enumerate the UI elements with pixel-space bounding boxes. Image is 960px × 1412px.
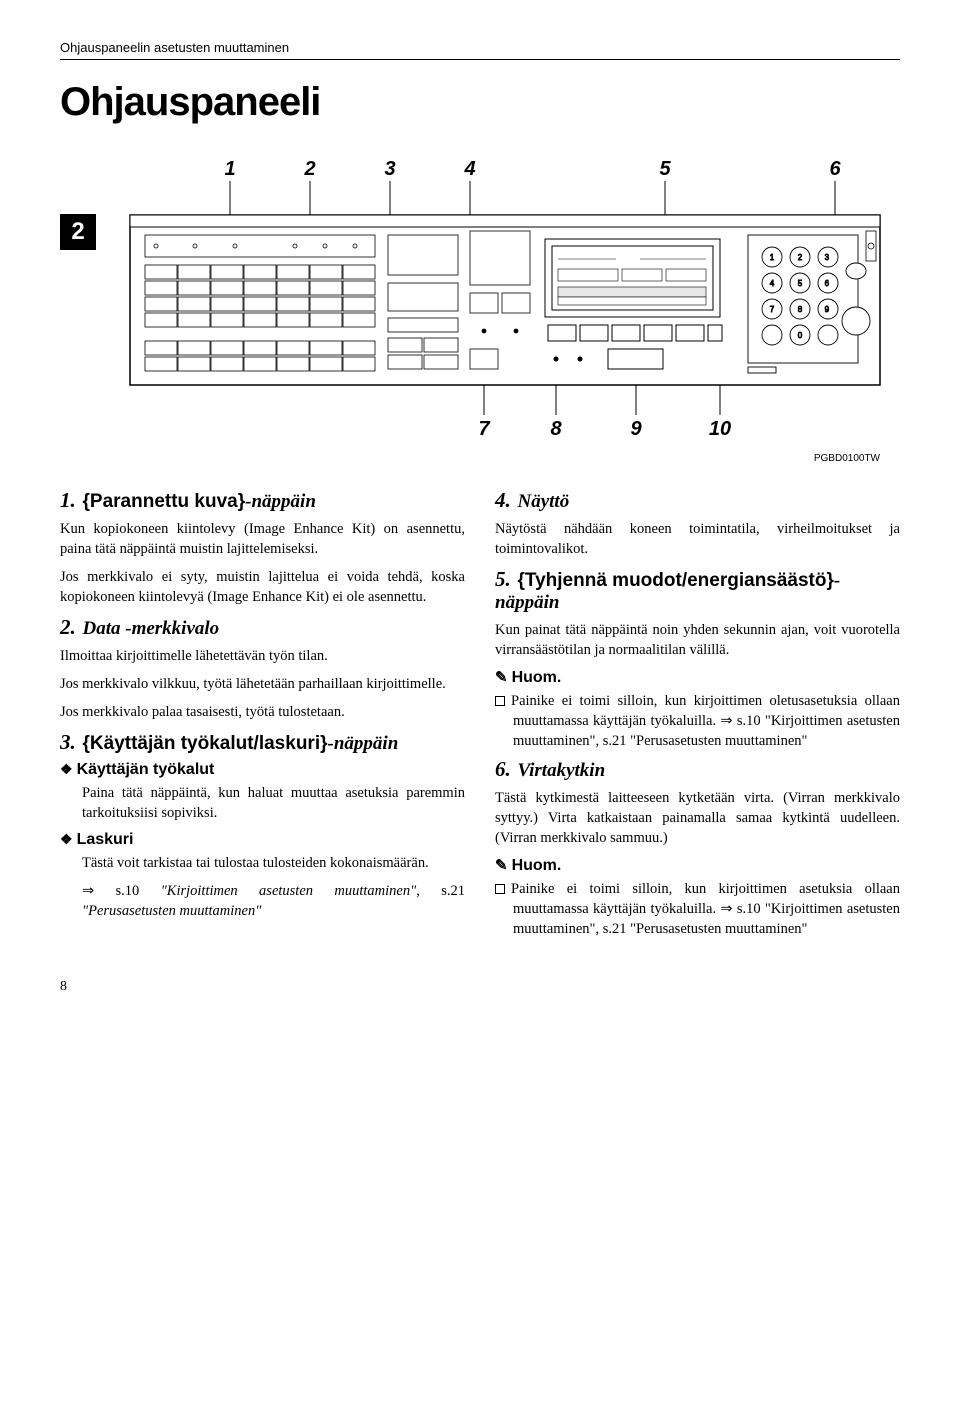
control-panel-figure: 1 2 3 4 5 6 — [100, 153, 900, 443]
item3-title: 3. {Käyttäjän työkalut/laskuri}-näppäin — [60, 730, 465, 755]
callout-3: 3 — [384, 158, 395, 180]
item5-para1: Kun painat tätä näppäintä noin yhden sek… — [495, 620, 900, 660]
item4-para1: Näytöstä nähdään koneen toimintatila, vi… — [495, 519, 900, 559]
item6-title: 6. Virtakytkin — [495, 757, 900, 782]
left-column: 1. {Parannettu kuva}-näppäin Kun kopioko… — [60, 482, 465, 939]
note1-body: Painike ei toimi silloin, kun kirjoittim… — [495, 691, 900, 751]
item3-sub1-body: Paina tätä näppäintä, kun haluat muuttaa… — [82, 783, 465, 823]
item3-sub2-title: ❖Laskuri — [60, 831, 465, 849]
running-header: Ohjauspaneelin asetusten muuttaminen — [60, 40, 900, 60]
callout-6: 6 — [829, 158, 841, 180]
page-number: 8 — [60, 979, 900, 995]
callout-8: 8 — [550, 418, 562, 440]
note1-heading: ✎Huom. — [495, 668, 900, 687]
item1-para1: Kun kopiokoneen kiintolevy (Image Enhanc… — [60, 519, 465, 559]
callout-9: 9 — [630, 418, 642, 440]
note2-body: Painike ei toimi silloin, kun kirjoittim… — [495, 879, 900, 939]
item2-title: 2. Data -merkkivalo — [60, 615, 465, 640]
item1-title: 1. {Parannettu kuva}-näppäin — [60, 488, 465, 513]
control-panel-svg: 1 2 3 4 5 6 — [100, 153, 900, 443]
callout-4: 4 — [463, 158, 475, 180]
item3-sub2-body: Tästä voit tarkistaa tai tulostaa tulost… — [82, 853, 465, 873]
item2-para2: Jos merkkivalo vilkkuu, työtä lähetetään… — [60, 674, 465, 694]
content-columns: 1. {Parannettu kuva}-näppäin Kun kopioko… — [60, 482, 900, 939]
item6-para1: Tästä kytkimestä laitteeseen kytketään v… — [495, 788, 900, 848]
item5-title: 5. {Tyhjennä muodot/energiansäästö}-näpp… — [495, 567, 900, 614]
callout-10: 10 — [709, 418, 731, 440]
callout-2: 2 — [303, 158, 315, 180]
callout-5: 5 — [659, 158, 671, 180]
note2-heading: ✎Huom. — [495, 856, 900, 875]
item3-sub1-title: ❖Käyttäjän työkalut — [60, 761, 465, 779]
callout-1: 1 — [224, 158, 235, 180]
item2-para3: Jos merkkivalo palaa tasaisesti, työtä t… — [60, 702, 465, 722]
item1-para2: Jos merkkivalo ei syty, muistin lajittel… — [60, 567, 465, 607]
right-column: 4. Näyttö Näytöstä nähdään koneen toimin… — [495, 482, 900, 939]
section-number-badge: 2 — [60, 214, 96, 250]
item3-ref: ⇒ s.10 "Kirjoittimen asetusten muuttamin… — [82, 881, 465, 921]
page-title: Ohjauspaneeli — [60, 80, 900, 125]
item4-title: 4. Näyttö — [495, 488, 900, 513]
item2-para1: Ilmoittaa kirjoittimelle lähetettävän ty… — [60, 646, 465, 666]
callout-7: 7 — [478, 418, 490, 440]
figure-code: PGBD0100TW — [60, 453, 880, 464]
